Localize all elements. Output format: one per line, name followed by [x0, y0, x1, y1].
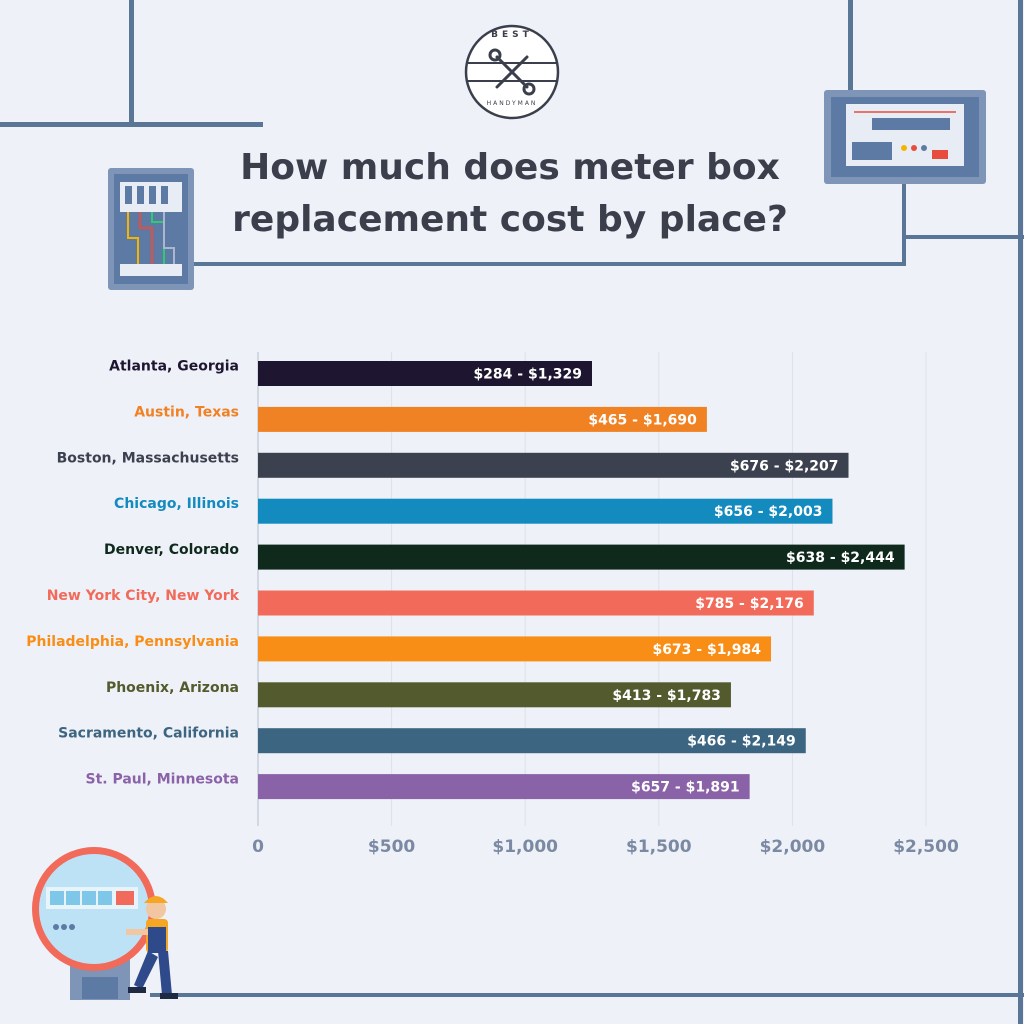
x-tick-label: $1,000: [492, 837, 558, 857]
bar-value-label: $673 - $1,984: [652, 642, 761, 658]
frame-line-right-horizontal: [904, 235, 1024, 239]
bar: [258, 682, 731, 708]
bar-value-label: $284 - $1,329: [473, 367, 582, 383]
bar: [258, 774, 750, 800]
category-label: St. Paul, Minnesota: [85, 772, 239, 788]
electrical-panel-illustration-left: [108, 168, 194, 290]
wrench-screwdriver-icon: [488, 48, 536, 96]
category-label: Denver, Colorado: [104, 542, 239, 558]
page-title: How much does meter box replacement cost…: [232, 147, 788, 240]
category-label: Chicago, Illinois: [114, 496, 239, 512]
category-label: Phoenix, Arizona: [106, 680, 239, 696]
worker-meter-illustration: [32, 847, 178, 1000]
bar-value-label: $676 - $2,207: [730, 458, 839, 474]
x-tick-label: $2,000: [760, 837, 826, 857]
x-tick-label: $500: [368, 837, 415, 857]
frame-line-top-left-horizontal: [0, 122, 263, 127]
bar: [258, 452, 849, 478]
x-tick-label: $2,500: [893, 837, 959, 857]
bar-value-label: $638 - $2,444: [786, 550, 895, 566]
bar-value-label: $657 - $1,891: [631, 780, 740, 796]
category-label: Austin, Texas: [134, 404, 239, 420]
category-label: Philadelphia, Pennsylvania: [26, 634, 239, 650]
bar: [258, 544, 905, 570]
bar: [258, 636, 772, 662]
bar-value-label: $656 - $2,003: [714, 504, 823, 520]
bar-value-label: $466 - $2,149: [687, 734, 796, 750]
bar: [258, 361, 592, 386]
category-label: Sacramento, California: [58, 726, 239, 742]
category-label: New York City, New York: [47, 588, 240, 604]
logo-bottom-text: HANDYMAN: [486, 100, 538, 107]
bar: [258, 498, 833, 524]
x-tick-label: 0: [252, 837, 264, 857]
bar-value-label: $413 - $1,783: [612, 688, 721, 704]
frame-line-right-riser: [902, 182, 906, 266]
category-label: Atlanta, Georgia: [109, 359, 239, 375]
bar: [258, 590, 814, 616]
frame-line-title-underline: [190, 262, 906, 266]
bar: [258, 728, 806, 754]
frame-line-top-right-vertical: [848, 0, 853, 92]
bar-value-label: $785 - $2,176: [695, 596, 804, 612]
electrical-panel-illustration-right: [824, 90, 986, 184]
bar: [258, 406, 707, 432]
category-label: Boston, Massachusetts: [57, 450, 239, 466]
bar-value-label: $465 - $1,690: [588, 412, 697, 428]
frame-line-bottom: [150, 993, 1024, 997]
x-tick-label: $1,500: [626, 837, 692, 857]
frame-line-top-left-vertical: [129, 0, 134, 126]
frame-line-right-edge: [1018, 0, 1023, 1024]
worker-icon: [126, 896, 178, 999]
brand-logo: [464, 24, 560, 120]
logo-top-text: BEST: [491, 30, 533, 40]
